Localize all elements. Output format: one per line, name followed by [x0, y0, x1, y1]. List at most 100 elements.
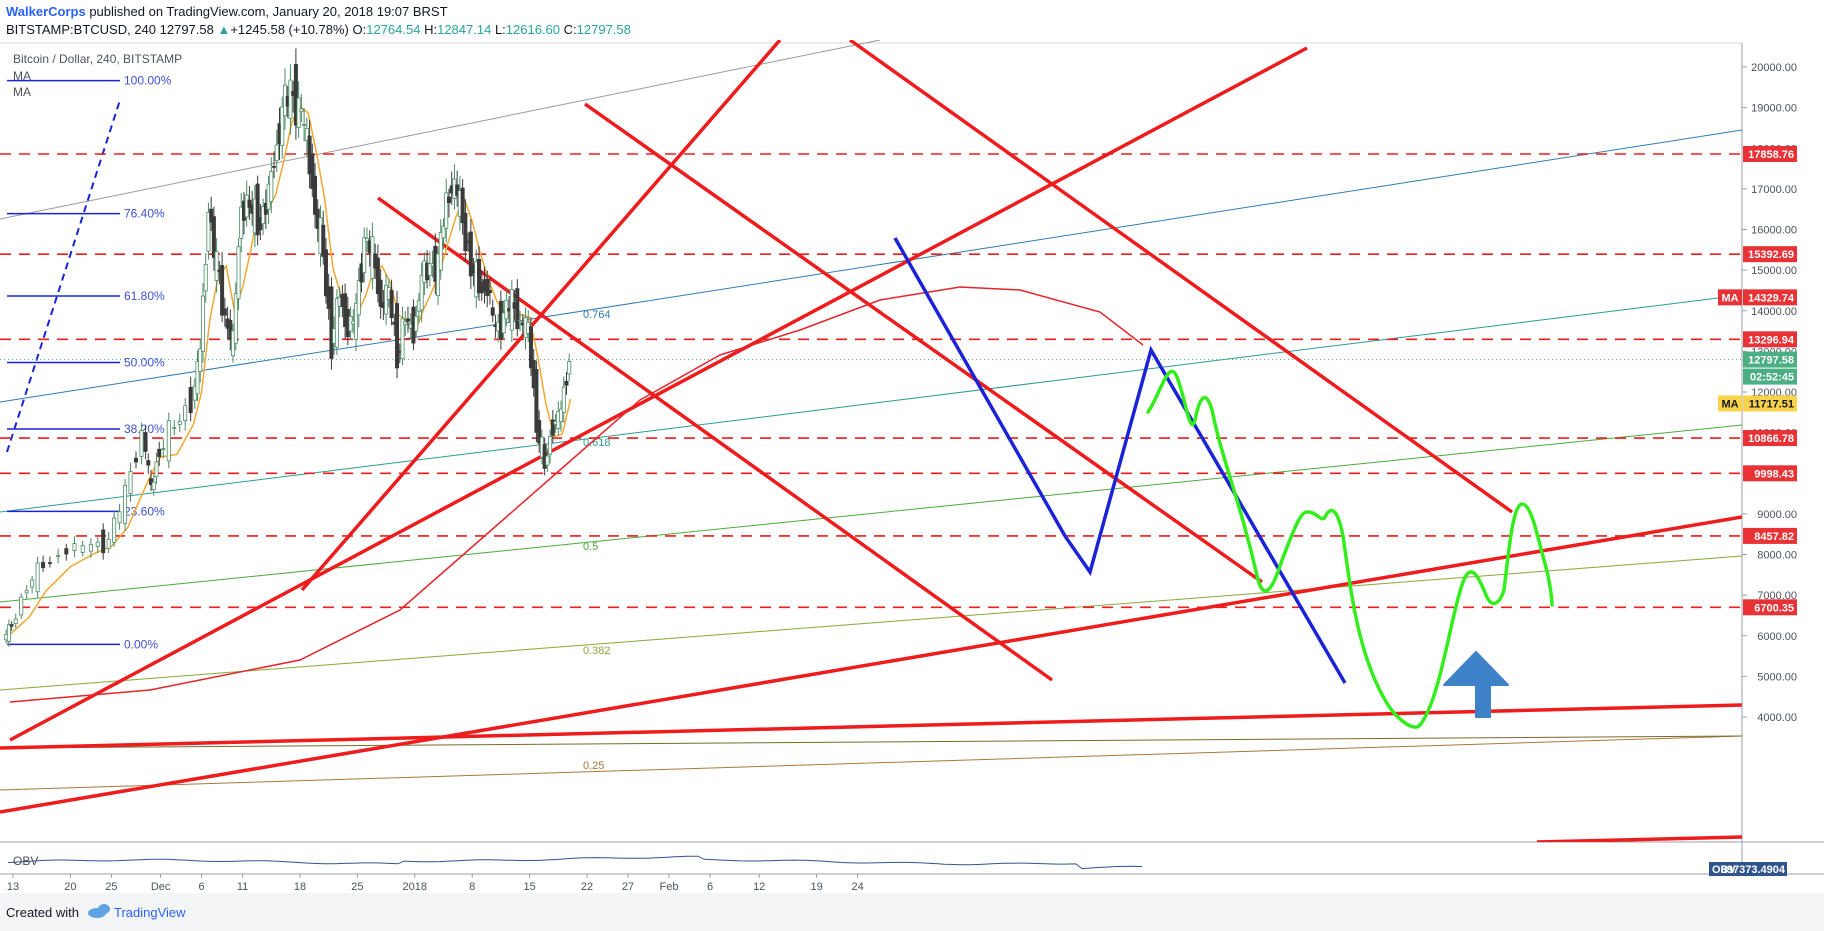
candle-body [146, 460, 151, 466]
candle-body [239, 206, 244, 239]
badge-label: 17858.76 [1748, 149, 1794, 161]
time-tick-label: Dec [151, 881, 171, 893]
legend-ma-2[interactable]: MA [13, 85, 31, 99]
time-tick-label: Feb [660, 881, 679, 893]
candle-body [183, 405, 188, 422]
candle-body [468, 231, 473, 277]
fib-level-label: 50.00% [124, 356, 165, 370]
candle-body [304, 128, 309, 141]
time-tick-label: 18 [294, 881, 306, 893]
candle-body [6, 624, 11, 642]
candle-body [157, 448, 162, 458]
badge-label: 12797.58 [1748, 355, 1794, 367]
candle-body [101, 529, 106, 554]
candle-body [485, 278, 490, 296]
candle-body [209, 208, 214, 223]
candle-body [455, 184, 460, 196]
footer-tradingview-link[interactable]: TradingView [114, 905, 186, 920]
candle-body [334, 298, 339, 348]
fib-level-label: 76.40% [124, 207, 165, 221]
price-tick-label: 17000.00 [1751, 184, 1797, 196]
fib-fan-label: 0.5 [583, 541, 598, 553]
price-tick-label: 16000.00 [1751, 225, 1797, 237]
legend-obv[interactable]: OBV [13, 854, 38, 868]
candle-body [280, 106, 285, 146]
red-trend-line [0, 515, 1742, 814]
upward-arrow-icon [1443, 651, 1509, 718]
time-tick-label: 19 [810, 881, 822, 893]
candle-body [509, 288, 514, 331]
candle-body [161, 448, 166, 450]
candle-body [198, 348, 203, 373]
fib-level-label: 0.00% [124, 637, 158, 651]
candle-body [206, 212, 211, 252]
candle-body [56, 555, 61, 558]
badge-background [1743, 430, 1797, 447]
badge-label: 13296.94 [1748, 334, 1795, 346]
time-tick-label: 20 [64, 881, 76, 893]
time-tick-label: 15 [523, 881, 535, 893]
badge-label: 8457.82 [1754, 531, 1794, 543]
candle-body [477, 258, 482, 294]
ma-tag-background [1718, 395, 1742, 412]
high-label: H: [420, 22, 437, 37]
level-badge: 9998.43 [1743, 465, 1797, 482]
header-line-1: WalkerCorps published on TradingView.com… [6, 4, 448, 19]
symbol-line: BITSTAMP:BTCUSD, 240 12797.58 [6, 22, 217, 37]
candle-body [222, 308, 227, 316]
candle-body [172, 426, 177, 429]
legend-ma-1[interactable]: MA [13, 69, 31, 83]
fib-fan-025-line [0, 735, 1742, 791]
obv-badge-background [1709, 862, 1787, 876]
ma-tag-label: MA [1721, 292, 1738, 304]
candle-body [255, 183, 260, 236]
time-tick-label: 25 [105, 881, 117, 893]
price-tick-label: 8000.00 [1757, 550, 1797, 562]
price-tick-label: 5000.00 [1757, 671, 1797, 683]
time-tick-label: 22 [581, 881, 593, 893]
candle-body [203, 263, 208, 292]
candle-body [151, 481, 156, 490]
level-badge: 15392.69 [1743, 246, 1797, 263]
time-tick-label: 25 [351, 881, 363, 893]
candle-body [228, 320, 233, 340]
candle-body [112, 517, 117, 543]
candle-body [9, 624, 14, 627]
level-badge: 17858.76 [1743, 145, 1797, 162]
candle-body [444, 192, 449, 229]
candle-body [400, 318, 405, 360]
red-trend-line [1536, 835, 1742, 842]
candle-body [123, 484, 128, 524]
candle-body [446, 196, 451, 204]
time-axis[interactable]: 13 20 25 Dec 6 11 18 25 2018 8 15 22 27 Feb 6 12 19 24 [7, 874, 864, 893]
fib-fan-label: 0.618 [583, 437, 611, 449]
low-value: 12616.60 [506, 22, 560, 37]
candle-body [233, 293, 238, 344]
candle-body [545, 455, 550, 466]
published-info: published on TradingView.com, January 20… [86, 4, 448, 19]
candle-body [133, 457, 138, 463]
time-tick-label: 27 [622, 881, 634, 893]
candle-body [177, 421, 182, 425]
candle-body [236, 246, 241, 300]
author-link[interactable]: WalkerCorps [6, 4, 86, 19]
badge-background [1743, 351, 1797, 368]
candle-body [534, 369, 539, 433]
ma-red-badge: 14329.74 [1743, 289, 1797, 306]
candle-body [559, 408, 564, 423]
candle-body [106, 538, 111, 550]
candle-body [288, 79, 293, 119]
candle-body [378, 279, 383, 307]
candle-body [395, 303, 400, 369]
badge-label: 02:52:45 [1750, 372, 1794, 384]
candle-body [561, 386, 566, 413]
badge-background [1743, 246, 1797, 263]
candle-body [518, 319, 523, 322]
candle-body [139, 430, 144, 457]
candle-body [272, 165, 277, 168]
candle-body [362, 237, 367, 274]
drawings: 0.764 0.618 0.5 0.382 0.25 100.00% 76.40% 61.80… [0, 40, 1742, 842]
candle-body [88, 543, 93, 552]
last-price-badge: 12797.58 [1743, 351, 1797, 368]
